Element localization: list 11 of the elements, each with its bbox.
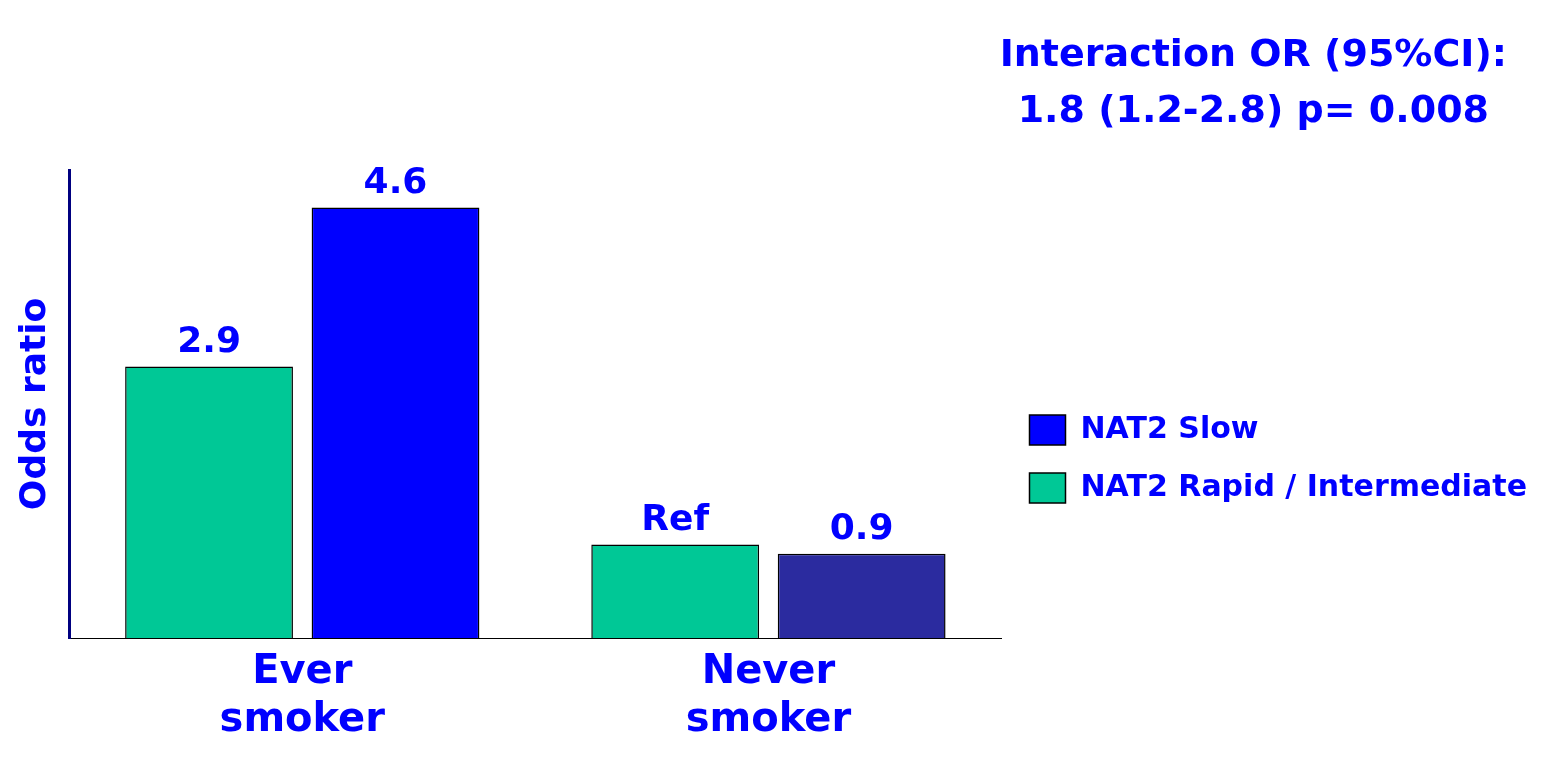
y-axis-title: Odds ratio [11,297,53,511]
data-label: 0.9 [829,506,894,548]
x-tick-label: Never smoker [685,646,852,741]
data-label: 2.9 [177,318,241,360]
data-label: Ref [641,496,710,538]
text: Interaction OR (95%CI): [999,30,1507,77]
data-label: 4.6 [363,159,428,201]
text: 1.8 (1.2-2.8) p= 0.008 [1016,86,1491,133]
legend-label: NAT2 Rapid / Intermediate [1080,467,1527,503]
x-tick-label: Ever smoker [219,646,386,741]
legend-label: NAT2 Slow [1080,409,1259,445]
